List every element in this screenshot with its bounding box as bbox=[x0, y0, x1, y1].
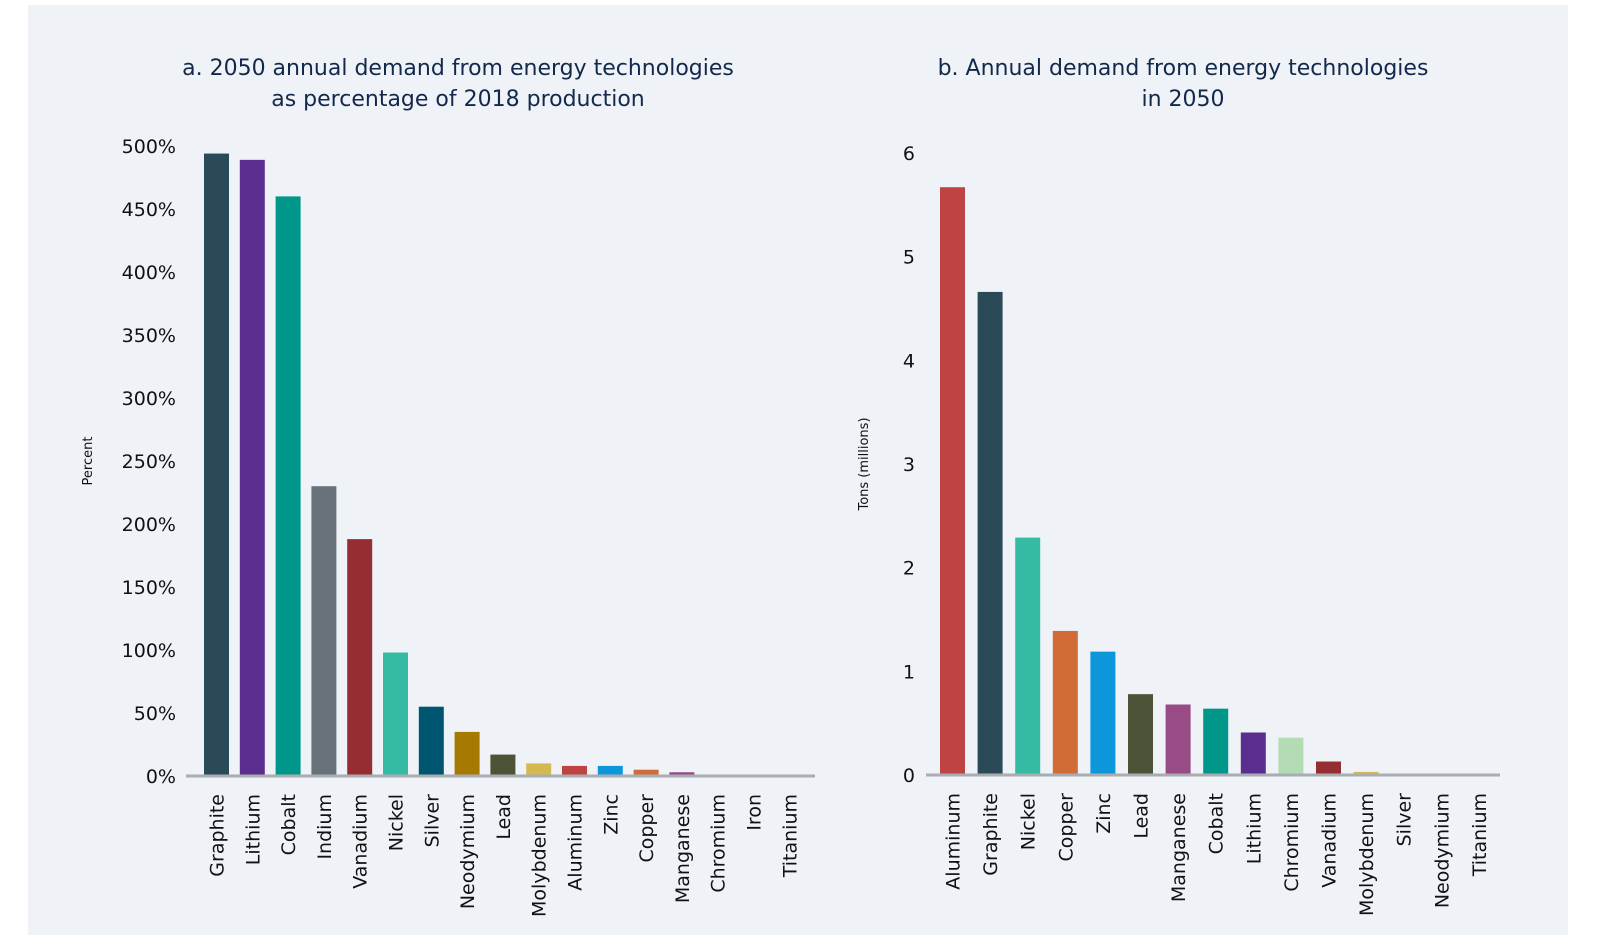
chart-b-bar-copper bbox=[1052, 630, 1078, 775]
chart-b-x-tick-label: Chromium bbox=[1281, 793, 1303, 892]
chart-b-bar-manganese bbox=[1165, 704, 1191, 775]
chart-a-x-tick-label: Lead bbox=[493, 794, 515, 840]
chart-b-y-axis-label: Tons (millions) bbox=[857, 417, 872, 511]
chart-a-bar-silver bbox=[418, 706, 444, 776]
chart-b-bar-lead bbox=[1128, 694, 1153, 775]
chart-a-x-tick-label: Zinc bbox=[600, 794, 622, 835]
chart-b-title-line: in 2050 bbox=[1141, 87, 1224, 112]
chart-a-x-tick-label: Vanadium bbox=[350, 794, 372, 889]
chart-a-y-tick-label: 500% bbox=[122, 136, 176, 158]
chart-b-x-tick-label: Lead bbox=[1131, 793, 1153, 839]
chart-a-x-tick-label: Manganese bbox=[672, 794, 694, 903]
chart-a-bar-indium bbox=[311, 486, 337, 776]
chart-b-y-tick-label: 1 bbox=[903, 661, 915, 683]
chart-b-y-tick-label: 2 bbox=[903, 558, 915, 580]
chart-a-y-tick-label: 50% bbox=[134, 703, 176, 725]
chart-a-x-tick-label: Aluminum bbox=[565, 794, 587, 891]
chart-a-bar-vanadium bbox=[347, 539, 373, 776]
chart-b-y-tick-label: 3 bbox=[903, 454, 915, 476]
chart-a-x-tick-label: Lithium bbox=[242, 794, 264, 865]
chart-b-x-tick-label: Cobalt bbox=[1206, 793, 1228, 854]
chart-a-x-tick-label: Graphite bbox=[207, 794, 229, 877]
chart-b-y-tick-label: 0 bbox=[903, 765, 915, 787]
chart-a-title-line: a. 2050 annual demand from energy techno… bbox=[182, 56, 734, 81]
chart-b-bar-molybdenum bbox=[1353, 771, 1379, 775]
chart-b-bar-graphite bbox=[977, 291, 1003, 775]
chart-a-bar-graphite bbox=[204, 153, 229, 776]
chart-a-bar-cobalt bbox=[275, 196, 301, 776]
chart-a-y-tick-label: 400% bbox=[122, 262, 176, 284]
chart-b-x-tick-label: Silver bbox=[1394, 793, 1416, 847]
chart-a-x-tick-label: Copper bbox=[636, 794, 658, 863]
chart-b-bar-lithium bbox=[1240, 732, 1266, 775]
chart-b-bar-zinc bbox=[1090, 651, 1116, 775]
chart-b-x-tick-label: Lithium bbox=[1243, 793, 1265, 864]
chart-b-x-tick-label: Zinc bbox=[1093, 793, 1115, 834]
chart-a-y-tick-label: 200% bbox=[122, 514, 176, 536]
chart-a-x-tick-label: Nickel bbox=[386, 794, 408, 851]
chart-a-x-tick-label: Neodymium bbox=[457, 794, 479, 909]
chart-a-bar-aluminum bbox=[562, 765, 587, 776]
chart-b-bar-aluminum bbox=[940, 187, 965, 775]
chart-a-x-tick-label: Silver bbox=[421, 794, 443, 848]
chart-a-x-tick-label: Molybdenum bbox=[529, 794, 551, 917]
chart-a-bar-lithium bbox=[239, 159, 265, 777]
chart-a-bar-molybdenum bbox=[526, 763, 552, 776]
chart-a-y-tick-label: 150% bbox=[122, 577, 176, 599]
chart-a-y-axis-label: Percent bbox=[81, 437, 96, 486]
chart-b-x-tick-label: Graphite bbox=[980, 793, 1002, 876]
chart-b-x-tick-label: Neodymium bbox=[1431, 793, 1453, 908]
chart-a-bar-neodymium bbox=[454, 731, 480, 776]
chart-b-x-tick-label: Titanium bbox=[1469, 793, 1491, 877]
chart-a-bar-lead bbox=[490, 754, 516, 776]
chart-a-bar-nickel bbox=[383, 652, 408, 776]
chart-b-x-tick-label: Aluminum bbox=[943, 793, 965, 890]
chart-b-x-tick-label: Manganese bbox=[1168, 793, 1190, 902]
chart-a-y-tick-label: 450% bbox=[122, 199, 176, 221]
chart-a-bar-manganese bbox=[669, 772, 695, 776]
chart-a-y-tick-label: 350% bbox=[122, 325, 176, 347]
chart-a-y-tick-label: 100% bbox=[122, 640, 176, 662]
chart-b-bar-vanadium bbox=[1316, 761, 1341, 775]
chart-b-y-tick-label: 6 bbox=[903, 143, 915, 165]
chart-a-bar-copper bbox=[633, 769, 659, 776]
chart-a-title-line: as percentage of 2018 production bbox=[271, 87, 644, 112]
chart-a-y-tick-label: 0% bbox=[146, 766, 176, 788]
chart-b-bar-cobalt bbox=[1203, 708, 1229, 775]
chart-a-bar-zinc bbox=[597, 765, 623, 776]
chart-a-y-tick-label: 300% bbox=[122, 388, 176, 410]
chart-a-x-tick-label: Chromium bbox=[708, 794, 730, 893]
chart-b-y-tick-label: 4 bbox=[903, 350, 915, 372]
chart-b-x-tick-label: Vanadium bbox=[1319, 793, 1341, 888]
chart-b-x-tick-label: Copper bbox=[1055, 793, 1077, 862]
chart-b-x-tick-label: Nickel bbox=[1018, 793, 1040, 850]
chart-b-bar-nickel bbox=[1015, 537, 1041, 775]
chart-a-x-tick-label: Iron bbox=[744, 794, 766, 831]
chart-b-bar-chromium bbox=[1278, 737, 1304, 775]
chart-a-x-tick-label: Indium bbox=[314, 794, 336, 860]
chart-a-x-tick-label: Cobalt bbox=[278, 794, 300, 855]
chart-b-y-tick-label: 5 bbox=[903, 247, 915, 269]
chart-a-y-tick-label: 250% bbox=[122, 451, 176, 473]
chart-b-x-tick-label: Molybdenum bbox=[1356, 793, 1378, 916]
chart-a-x-tick-label: Titanium bbox=[779, 794, 801, 878]
chart-b-title-line: b. Annual demand from energy technologie… bbox=[938, 56, 1429, 81]
